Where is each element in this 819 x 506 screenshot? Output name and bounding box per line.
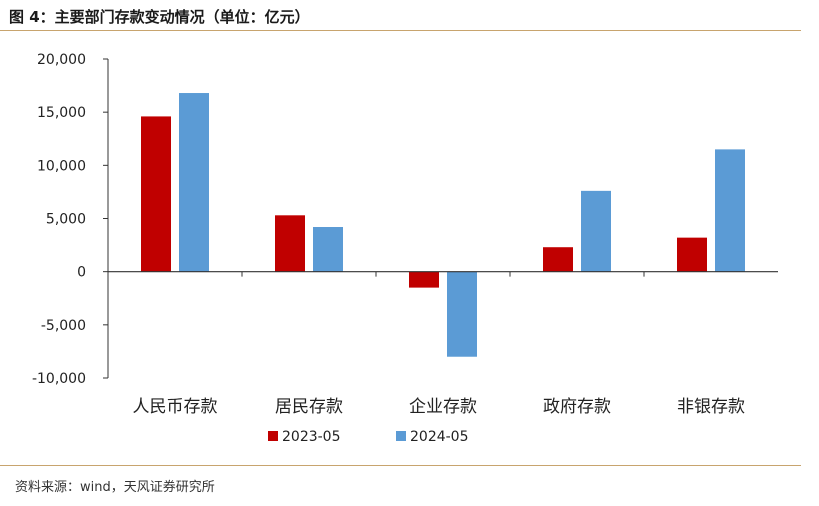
category-label: 非银存款 bbox=[677, 397, 745, 417]
legend-swatch-2023-05 bbox=[268, 431, 278, 441]
bar-2024-05-政府存款 bbox=[581, 190, 611, 272]
bar-2023-05-非银存款 bbox=[677, 237, 707, 272]
y-tick-label: -10,000 bbox=[32, 371, 86, 387]
y-tick-label: 5,000 bbox=[46, 212, 86, 228]
legend-swatch-2024-05 bbox=[396, 431, 406, 441]
bar-2023-05-人民币存款 bbox=[141, 116, 171, 272]
bar-2023-05-政府存款 bbox=[543, 247, 573, 272]
axes bbox=[107, 59, 778, 378]
y-tick-label: -5,000 bbox=[41, 318, 86, 334]
bar-2024-05-企业存款 bbox=[447, 271, 477, 357]
legend-label: 2024-05 bbox=[410, 429, 469, 445]
category-label: 居民存款 bbox=[275, 397, 343, 417]
bars bbox=[141, 93, 745, 357]
category-label: 企业存款 bbox=[409, 397, 477, 417]
y-tick-label: 0 bbox=[77, 265, 86, 281]
bar-2023-05-居民存款 bbox=[275, 215, 305, 272]
y-tick-label: 15,000 bbox=[37, 105, 86, 121]
y-tick-label: 20,000 bbox=[37, 52, 86, 68]
bar-2024-05-非银存款 bbox=[715, 149, 745, 272]
bar-2024-05-人民币存款 bbox=[179, 93, 209, 272]
bar-2024-05-居民存款 bbox=[313, 227, 343, 272]
y-tick-label: 10,000 bbox=[37, 158, 86, 174]
bar-2023-05-企业存款 bbox=[409, 271, 439, 288]
y-axis-ticks: 20,000 15,000 10,000 5,000 0 -5,000 -10,000 bbox=[32, 52, 108, 387]
legend-label: 2023-05 bbox=[282, 429, 341, 445]
top-rule bbox=[0, 30, 801, 31]
bottom-rule bbox=[0, 465, 801, 466]
source-note: 资料来源：wind，天风证券研究所 bbox=[15, 480, 215, 495]
category-label: 人民币存款 bbox=[133, 397, 218, 417]
category-label: 政府存款 bbox=[543, 397, 611, 417]
legend: 2023-05 2024-05 bbox=[268, 429, 469, 445]
x-axis-labels: 人民币存款 居民存款 企业存款 政府存款 非银存款 bbox=[133, 397, 746, 417]
figure-title: 图 4：主要部门存款变动情况（单位：亿元） bbox=[9, 8, 310, 26]
